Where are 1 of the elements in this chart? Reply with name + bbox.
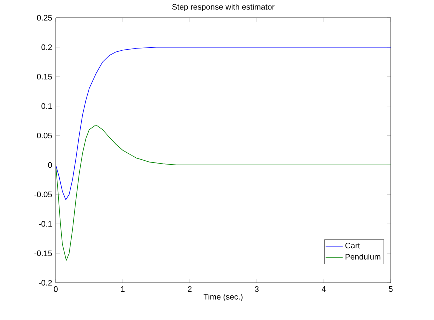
line-series	[56, 124, 391, 261]
